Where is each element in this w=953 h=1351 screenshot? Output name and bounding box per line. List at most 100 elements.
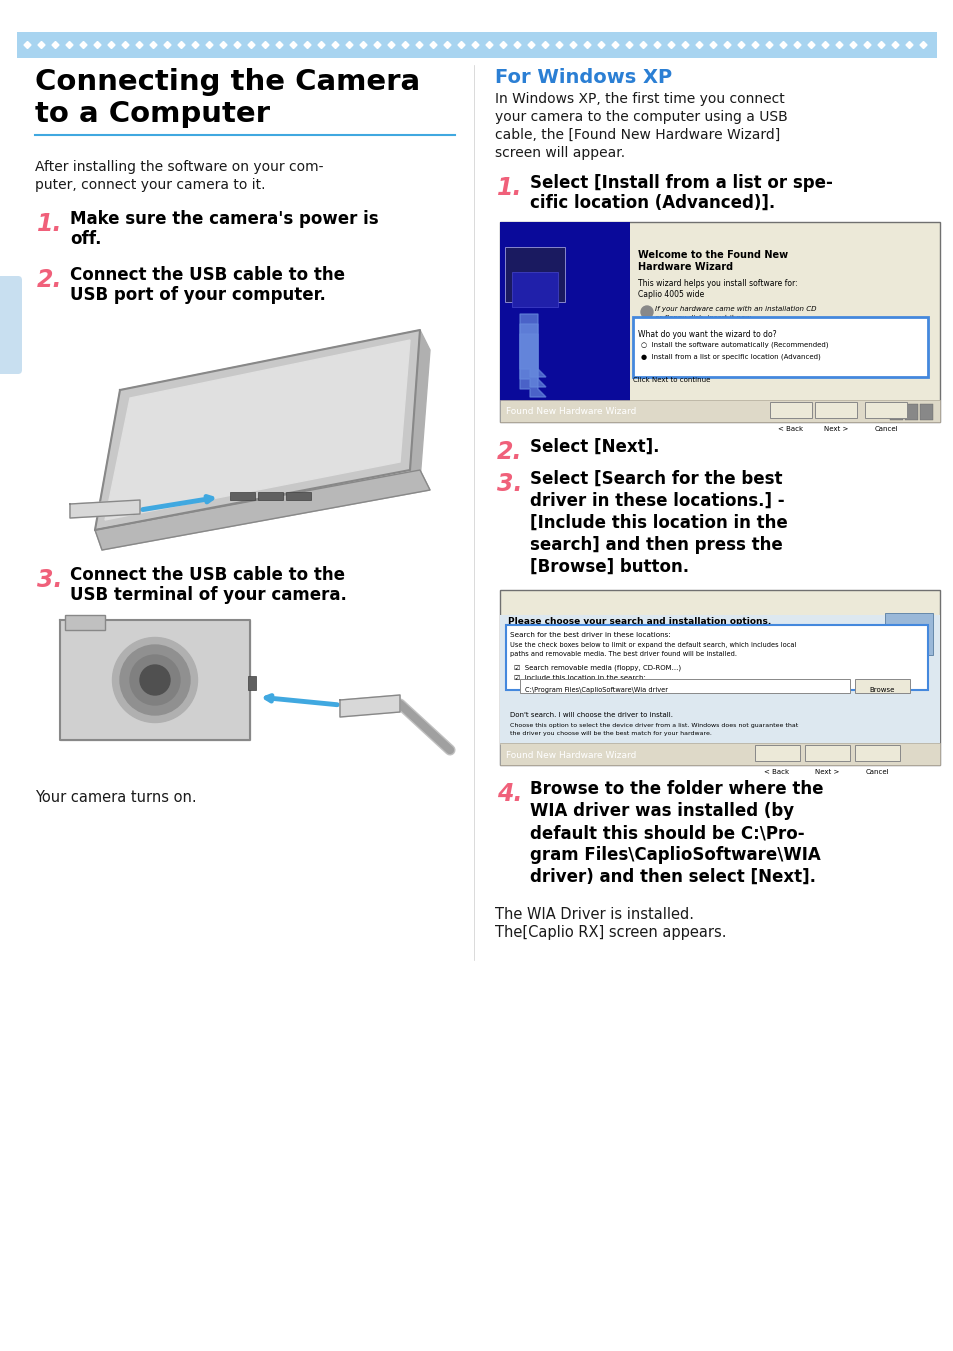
Text: This wizard helps you install software for:: This wizard helps you install software f… [638, 280, 797, 288]
Polygon shape [519, 313, 545, 377]
Bar [505, 626, 927, 690]
Polygon shape [723, 42, 730, 49]
Polygon shape [290, 42, 296, 49]
Polygon shape [499, 42, 506, 49]
Bar [286, 492, 311, 500]
Polygon shape [122, 42, 129, 49]
Polygon shape [346, 42, 353, 49]
Text: After installing the software on your com-: After installing the software on your co… [35, 159, 323, 174]
Text: Browse: Browse [868, 688, 894, 693]
Polygon shape [374, 42, 380, 49]
Bar [230, 492, 254, 500]
Polygon shape [388, 42, 395, 49]
Bar [499, 400, 939, 422]
Polygon shape [696, 42, 702, 49]
Text: < Back: < Back [763, 769, 789, 775]
Text: Browse to the folder where the: Browse to the folder where the [530, 780, 822, 798]
Polygon shape [541, 42, 548, 49]
Text: Don't search. I will choose the driver to install.: Don't search. I will choose the driver t… [510, 712, 672, 717]
Polygon shape [430, 42, 436, 49]
Text: Found New Hardware Wizard: Found New Hardware Wizard [505, 408, 636, 416]
Polygon shape [108, 42, 115, 49]
Polygon shape [877, 42, 884, 49]
Text: or floppy disk, insert it now.: or floppy disk, insert it now. [655, 315, 752, 322]
Polygon shape [751, 42, 759, 49]
Text: search] and then press the: search] and then press the [530, 536, 781, 554]
Bar [499, 590, 939, 765]
Text: The[Caplio RX] screen appears.: The[Caplio RX] screen appears. [495, 925, 726, 940]
Text: Connecting the Camera: Connecting the Camera [35, 68, 419, 96]
Text: to a Computer: to a Computer [35, 100, 270, 128]
Text: cable, the [Found New Hardware Wizard]: cable, the [Found New Hardware Wizard] [495, 128, 780, 142]
Text: Next >: Next > [823, 426, 847, 432]
Polygon shape [401, 42, 409, 49]
Bar [499, 222, 939, 422]
Polygon shape [485, 42, 493, 49]
Bar [248, 676, 255, 690]
Bar [854, 680, 909, 693]
Ellipse shape [640, 305, 652, 317]
Polygon shape [416, 42, 422, 49]
Polygon shape [95, 330, 419, 530]
Text: the driver you choose will be the best match for your hardware.: the driver you choose will be the best m… [510, 731, 711, 736]
Bar [512, 272, 558, 307]
Text: Choose this option to select the device driver from a list. Windows does not gua: Choose this option to select the device … [510, 723, 798, 728]
Bar [904, 404, 917, 420]
Text: Click Next to continue: Click Next to continue [633, 377, 710, 382]
Polygon shape [919, 42, 926, 49]
Polygon shape [332, 42, 338, 49]
Text: ☑  Include this location in the search:: ☑ Include this location in the search: [514, 676, 645, 681]
Text: off.: off. [70, 230, 101, 249]
Polygon shape [612, 42, 618, 49]
Text: 1.: 1. [37, 212, 63, 236]
Bar [17, 32, 936, 58]
Polygon shape [317, 42, 325, 49]
Text: default this should be C:\Pro-: default this should be C:\Pro- [530, 824, 803, 842]
Polygon shape [70, 500, 140, 517]
Polygon shape [738, 42, 744, 49]
Polygon shape [654, 42, 660, 49]
Bar [804, 744, 849, 761]
Polygon shape [233, 42, 241, 49]
Text: Select [Search for the best: Select [Search for the best [530, 470, 781, 488]
Text: Please choose your search and installation options.: Please choose your search and installati… [507, 617, 770, 626]
Polygon shape [52, 42, 59, 49]
Text: [Include this location in the: [Include this location in the [530, 513, 787, 532]
Polygon shape [821, 42, 828, 49]
Text: driver in these locations.] -: driver in these locations.] - [530, 492, 783, 509]
Polygon shape [150, 42, 157, 49]
Polygon shape [38, 42, 45, 49]
Polygon shape [681, 42, 688, 49]
Polygon shape [66, 42, 73, 49]
Text: 2.: 2. [37, 267, 63, 292]
Polygon shape [178, 42, 185, 49]
Text: Cancel: Cancel [873, 426, 897, 432]
Polygon shape [807, 42, 814, 49]
Polygon shape [457, 42, 464, 49]
Bar [504, 247, 564, 303]
Text: Next >: Next > [814, 769, 839, 775]
Text: Connect the USB cable to the: Connect the USB cable to the [70, 566, 345, 584]
Bar [499, 222, 629, 403]
Polygon shape [94, 42, 101, 49]
Text: For Windows XP: For Windows XP [495, 68, 672, 86]
Bar [814, 403, 856, 417]
Bar [633, 317, 927, 377]
Polygon shape [780, 42, 786, 49]
Bar [499, 743, 939, 765]
Polygon shape [905, 42, 912, 49]
Text: ○  Install the software automatically (Recommended): ○ Install the software automatically (Re… [640, 342, 827, 349]
Text: USB port of your computer.: USB port of your computer. [70, 286, 326, 304]
Bar [919, 404, 932, 420]
Text: Found New Hardware Wizard: Found New Hardware Wizard [505, 751, 636, 759]
Bar [884, 613, 932, 655]
Polygon shape [262, 42, 269, 49]
Polygon shape [556, 42, 562, 49]
Text: ☑  Search removable media (floppy, CD-ROM...): ☑ Search removable media (floppy, CD-ROM… [514, 663, 680, 670]
Text: C:\Program Files\CaplioSoftware\Wia driver: C:\Program Files\CaplioSoftware\Wia driv… [524, 688, 667, 693]
Text: Hardware Wizard: Hardware Wizard [638, 262, 732, 272]
Bar [499, 744, 720, 765]
Bar [854, 744, 899, 761]
Text: Cancel: Cancel [864, 769, 888, 775]
Polygon shape [339, 694, 399, 717]
